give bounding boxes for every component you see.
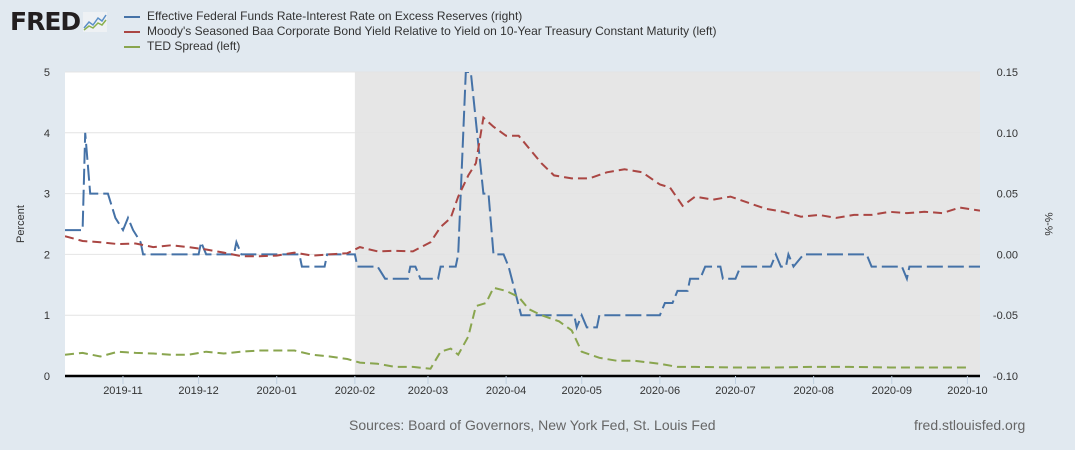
y-tick-right: -0.05 [993, 310, 1018, 322]
series-line-0[interactable] [65, 72, 980, 331]
y-axis-label-right: %-% [1042, 212, 1054, 235]
legend-swatch [124, 45, 140, 48]
y-tick-right: 0.10 [997, 128, 1018, 140]
x-tick-label: 2020-07 [715, 385, 755, 397]
x-tick-label: 2020-02 [335, 385, 375, 397]
chart-legend: Effective Federal Funds Rate-Interest Ra… [124, 9, 717, 54]
fred-logo[interactable]: FRED [10, 7, 108, 36]
x-tick-label: 2020-08 [793, 385, 833, 397]
y-tick-left: 5 [44, 67, 50, 79]
legend-label: Effective Federal Funds Rate-Interest Ra… [147, 9, 523, 23]
legend-item-ted-spread[interactable]: TED Spread (left) [124, 39, 717, 54]
x-tick-label: 2020-09 [872, 385, 912, 397]
fred-site-link[interactable]: fred.stlouisfed.org [914, 417, 1026, 433]
chart-line-icon [83, 11, 108, 32]
sources-text: Sources: Board of Governors, New York Fe… [349, 417, 716, 433]
legend-swatch [124, 30, 140, 33]
logo-text: FRED [10, 7, 81, 36]
legend-swatch [124, 15, 140, 18]
y-tick-left: 0 [44, 371, 50, 383]
y-tick-left: 1 [44, 310, 50, 322]
y-tick-right: 0.05 [997, 189, 1018, 201]
x-tick-label: 2020-10 [947, 385, 987, 397]
recession-shading [354, 72, 980, 376]
y-tick-left: 3 [44, 189, 50, 201]
y-tick-left: 4 [44, 128, 50, 140]
legend-label: Moody's Seasoned Baa Corporate Bond Yiel… [147, 24, 717, 38]
y-tick-right: 0.00 [997, 249, 1018, 261]
series-line-1[interactable] [65, 115, 980, 258]
legend-item-baa-spread[interactable]: Moody's Seasoned Baa Corporate Bond Yiel… [124, 24, 717, 39]
legend-item-effr-ioer[interactable]: Effective Federal Funds Rate-Interest Ra… [124, 9, 717, 24]
x-tick-label: 2019-12 [178, 385, 218, 397]
x-tick-label: 2020-04 [486, 385, 526, 397]
x-tick-label: 2020-03 [408, 385, 448, 397]
y-tick-right: -0.10 [993, 371, 1018, 383]
legend-label: TED Spread (left) [147, 39, 241, 53]
y-tick-right: 0.15 [997, 67, 1018, 79]
x-tick-label: 2020-01 [257, 385, 297, 397]
x-tick-label: 2020-05 [562, 385, 602, 397]
series-line-2[interactable] [65, 286, 968, 370]
y-tick-left: 2 [44, 249, 50, 261]
x-tick-label: 2019-11 [103, 385, 143, 397]
x-tick-label: 2020-06 [640, 385, 680, 397]
y-axis-label-left: Percent [15, 205, 27, 243]
